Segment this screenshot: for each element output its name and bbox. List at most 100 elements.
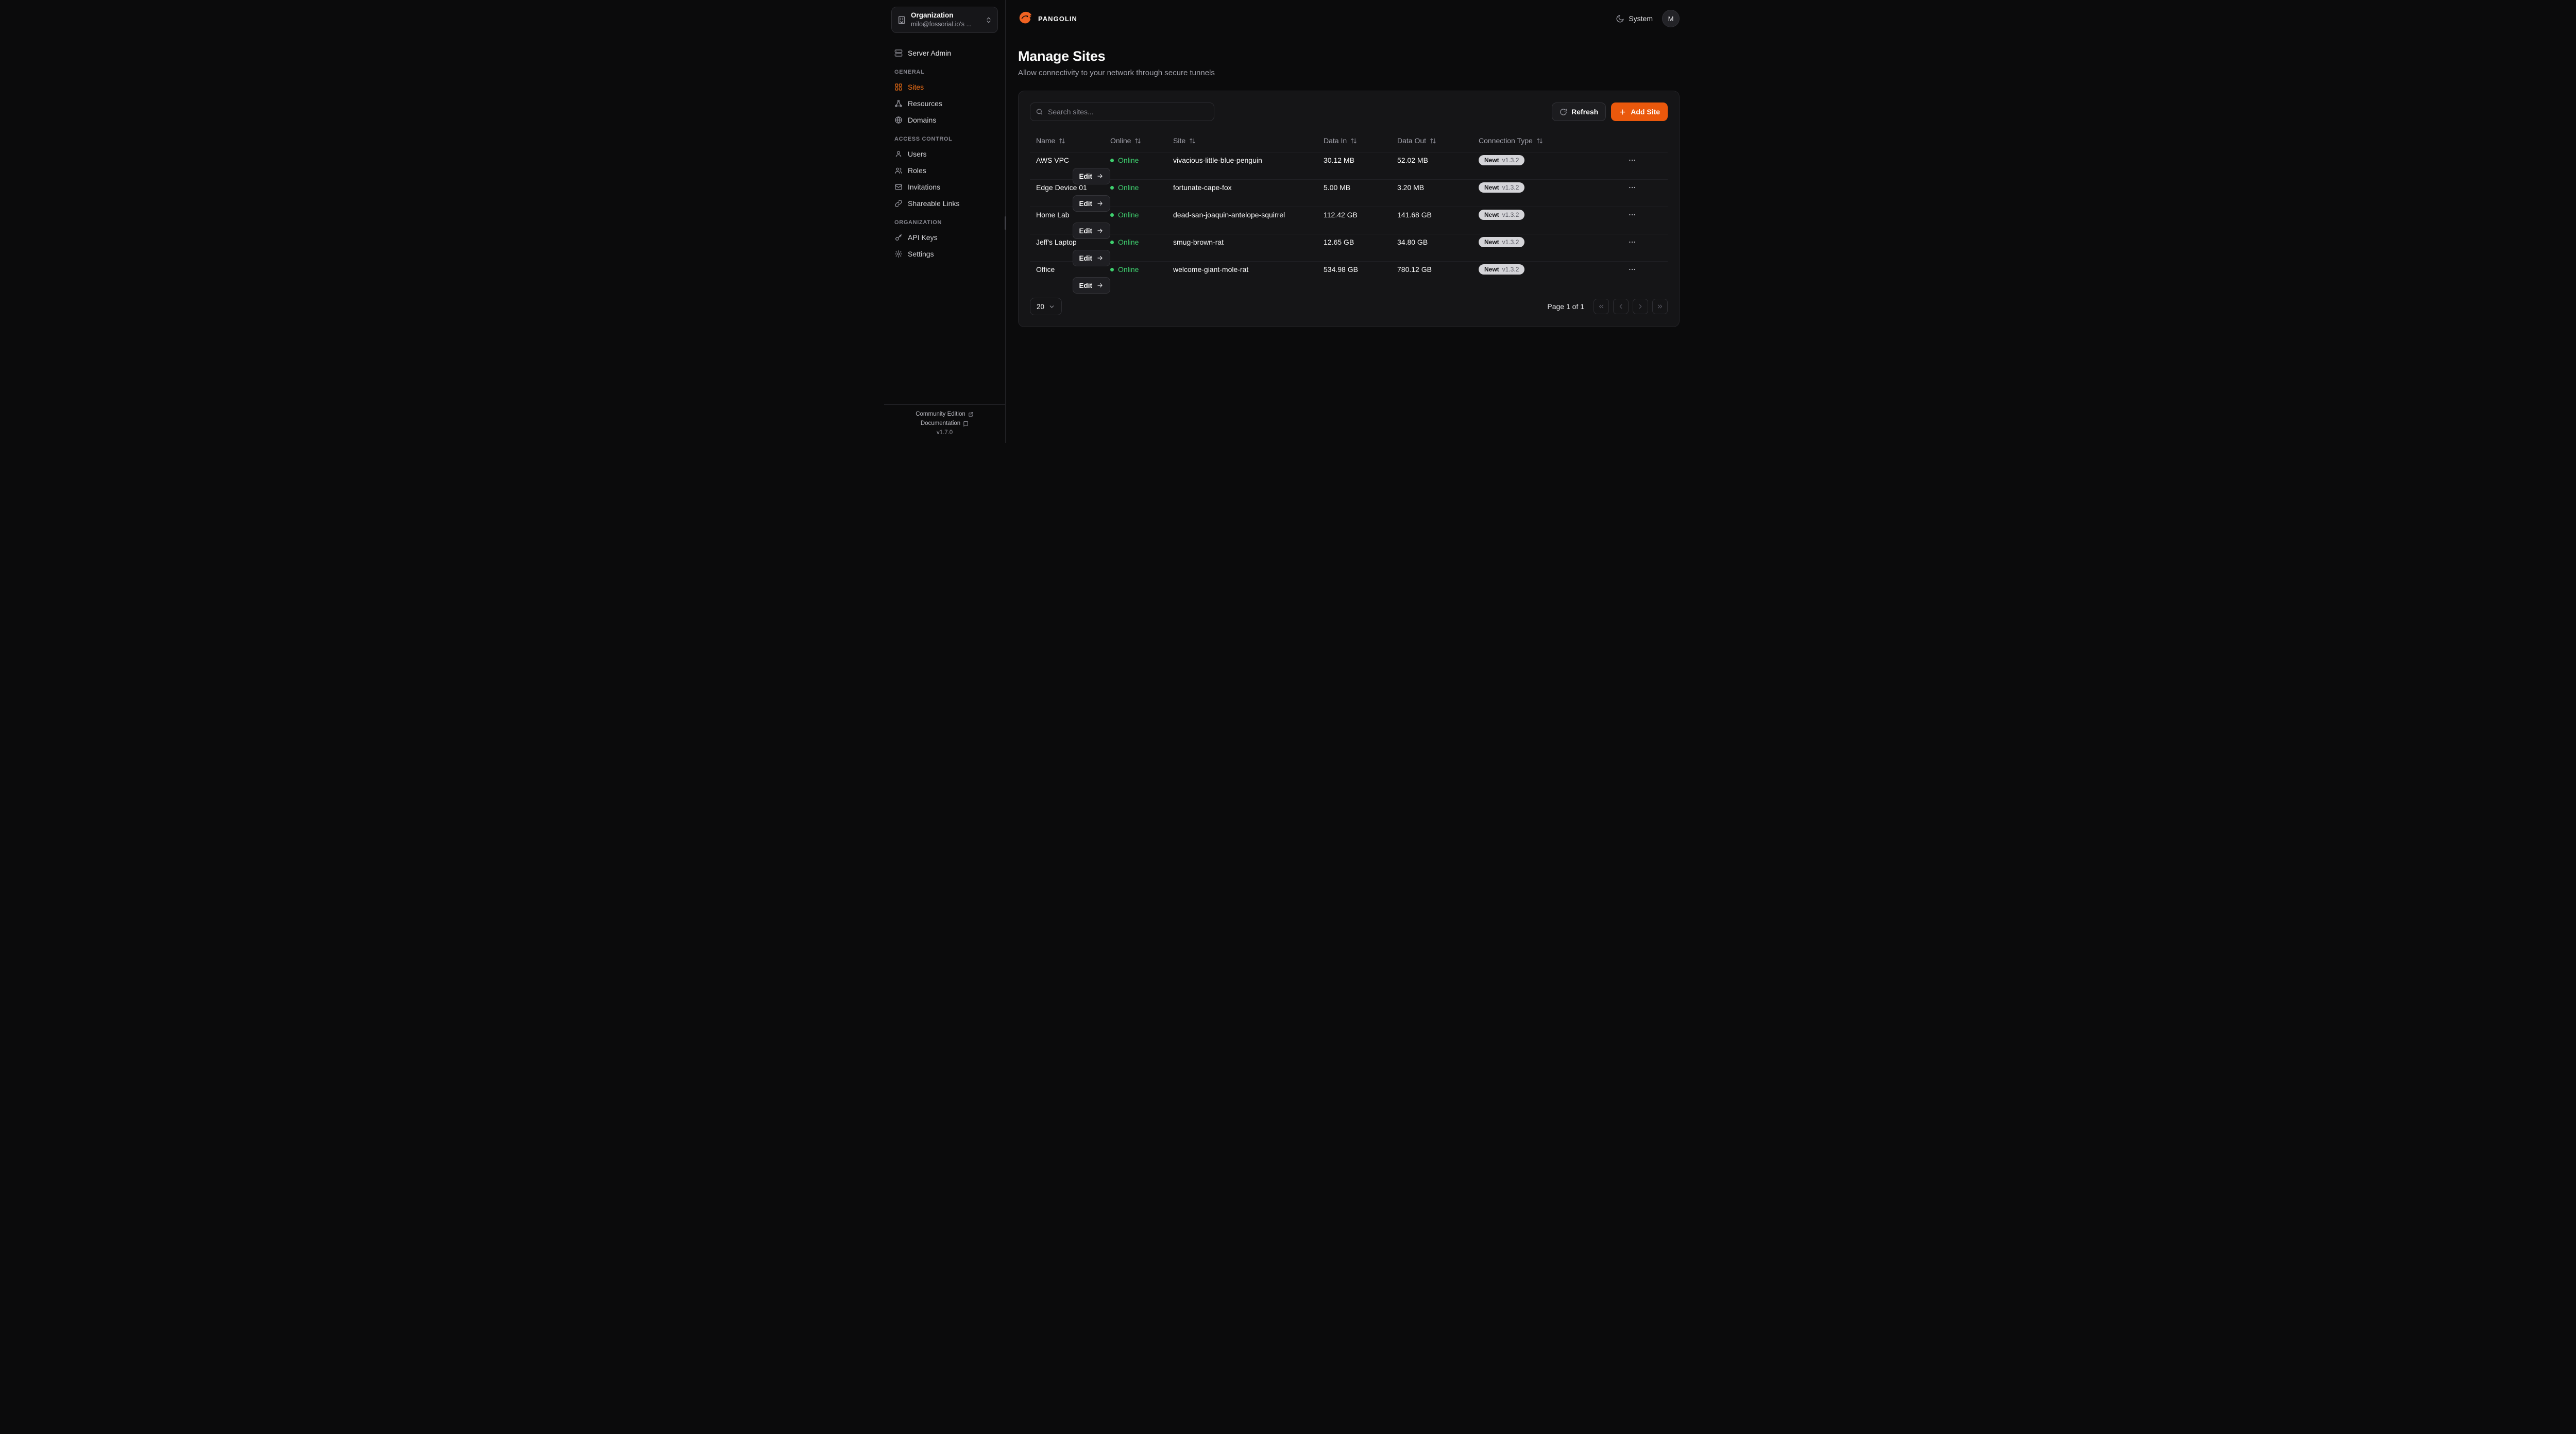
column-header-connection-type[interactable]: Connection Type xyxy=(1479,136,1543,145)
sidebar-item-api-keys[interactable]: API Keys xyxy=(891,230,998,245)
sort-icon xyxy=(1430,138,1436,144)
row-actions-button[interactable] xyxy=(1624,262,1640,277)
topbar-right: System M xyxy=(1616,10,1680,27)
sidebar-item-roles[interactable]: Roles xyxy=(891,163,998,178)
column-label: Site xyxy=(1173,136,1186,145)
connection-type-badge: Newt v1.3.2 xyxy=(1479,237,1525,247)
data-out-value: 52.02 MB xyxy=(1397,156,1428,164)
page-size-select[interactable]: 20 xyxy=(1030,298,1062,315)
sidebar-item-settings[interactable]: Settings xyxy=(891,246,998,262)
theme-toggle[interactable]: System xyxy=(1616,14,1653,23)
table-row: Jeff's Laptop Online smug-brown-rat 12.6… xyxy=(1030,234,1668,266)
sidebar-item-resources[interactable]: Resources xyxy=(891,96,998,111)
site-slug: fortunate-cape-fox xyxy=(1173,183,1232,192)
page-head: Manage Sites Allow connectivity to your … xyxy=(1018,48,1680,77)
community-edition-label: Community Edition xyxy=(916,411,965,417)
section-label-organization: ORGANIZATION xyxy=(894,219,942,226)
next-page-button[interactable] xyxy=(1633,299,1648,314)
connection-type-cell: Newt v1.3.2 xyxy=(1479,210,1602,220)
sidebar-item-label: Users xyxy=(908,150,927,159)
site-name: Edge Device 01 xyxy=(1036,183,1087,192)
row-actions-button[interactable] xyxy=(1624,207,1640,223)
org-title: Organization xyxy=(911,11,954,19)
add-site-button[interactable]: Add Site xyxy=(1611,103,1668,121)
section-label-general: GENERAL xyxy=(894,69,925,76)
edit-label: Edit xyxy=(1079,281,1093,289)
row-actions-button[interactable] xyxy=(1624,152,1640,168)
search-wrap xyxy=(1030,103,1214,121)
online-label: Online xyxy=(1118,183,1139,192)
avatar[interactable]: M xyxy=(1662,10,1680,27)
edit-label: Edit xyxy=(1079,199,1093,208)
documentation-link[interactable]: Documentation xyxy=(921,420,969,426)
column-label: Online xyxy=(1110,136,1131,145)
arrow-right-icon xyxy=(1096,173,1104,180)
data-in-value: 5.00 MB xyxy=(1324,183,1351,192)
building-icon xyxy=(897,15,906,25)
sidebar-item-sites[interactable]: Sites xyxy=(891,79,998,95)
sidebar-item-label: Shareable Links xyxy=(908,199,960,208)
page-title: Manage Sites xyxy=(1018,48,1106,64)
connection-type-cell: Newt v1.3.2 xyxy=(1479,264,1602,275)
site-name: Office xyxy=(1036,265,1055,274)
add-site-label: Add Site xyxy=(1631,108,1660,116)
edit-button[interactable]: Edit xyxy=(1072,168,1110,184)
data-in-value: 30.12 MB xyxy=(1324,156,1354,164)
sidebar-item-label: Resources xyxy=(908,99,942,108)
sidebar-item-server-admin[interactable]: Server Admin xyxy=(891,45,998,61)
sidebar-item-users[interactable]: Users xyxy=(891,146,998,162)
sidebar-item-invitations[interactable]: Invitations xyxy=(891,179,998,195)
online-label: Online xyxy=(1118,265,1139,274)
first-page-button[interactable] xyxy=(1594,299,1609,314)
column-label: Data In xyxy=(1324,136,1347,145)
arrow-right-icon xyxy=(1096,282,1104,289)
edit-button[interactable]: Edit xyxy=(1072,195,1110,212)
row-actions-button[interactable] xyxy=(1624,180,1640,195)
topbar: PANGOLIN System M xyxy=(1018,0,1680,37)
column-header-site[interactable]: Site xyxy=(1173,136,1196,145)
sort-icon xyxy=(1536,138,1543,144)
column-header-online[interactable]: Online xyxy=(1110,136,1141,145)
row-actions-button[interactable] xyxy=(1624,234,1640,250)
sidebar-item-label: Sites xyxy=(908,83,924,92)
table-row: Home Lab Online dead-san-joaquin-antelop… xyxy=(1030,207,1668,239)
site-slug: smug-brown-rat xyxy=(1173,238,1224,246)
refresh-icon xyxy=(1560,108,1567,116)
column-header-data-in[interactable]: Data In xyxy=(1324,136,1357,145)
table-row: AWS VPC Online vivacious-little-blue-pen… xyxy=(1030,152,1668,184)
edit-button[interactable]: Edit xyxy=(1072,223,1110,239)
column-header-name[interactable]: Name xyxy=(1030,136,1065,145)
search-input[interactable] xyxy=(1030,103,1214,121)
online-status: Online xyxy=(1110,183,1173,192)
sidebar-item-domains[interactable]: Domains xyxy=(891,112,998,128)
connection-type-badge: Newt v1.3.2 xyxy=(1479,182,1525,193)
chevron-down-icon xyxy=(1048,303,1055,310)
site-name: Jeff's Laptop xyxy=(1036,238,1077,246)
community-edition-link[interactable]: Community Edition xyxy=(916,411,974,417)
connection-type-cell: Newt v1.3.2 xyxy=(1479,237,1602,247)
page-indicator: Page 1 of 1 xyxy=(1547,302,1584,311)
data-in-value: 534.98 GB xyxy=(1324,265,1358,274)
online-dot xyxy=(1110,240,1114,244)
online-dot xyxy=(1110,185,1114,190)
table-row: Edge Device 01 Online fortunate-cape-fox… xyxy=(1030,179,1668,212)
connection-name: Newt xyxy=(1484,184,1499,191)
arrow-right-icon xyxy=(1096,227,1104,234)
pagination xyxy=(1594,299,1668,314)
online-status: Online xyxy=(1110,211,1173,219)
globe-icon xyxy=(894,116,903,124)
sites-card: Refresh Add Site Name Online xyxy=(1018,91,1680,327)
sidebar-resize-handle[interactable] xyxy=(1005,216,1006,230)
user-icon xyxy=(894,150,903,158)
last-page-button[interactable] xyxy=(1652,299,1668,314)
previous-page-button[interactable] xyxy=(1613,299,1629,314)
mail-icon xyxy=(894,183,903,191)
org-picker[interactable]: Organization milo@fossorial.io's ... xyxy=(891,7,998,33)
app-version: v1.7.0 xyxy=(936,430,953,436)
refresh-button[interactable]: Refresh xyxy=(1552,103,1606,121)
edit-button[interactable]: Edit xyxy=(1072,277,1110,294)
server-icon xyxy=(894,49,903,57)
sidebar-item-shareable-links[interactable]: Shareable Links xyxy=(891,196,998,211)
column-header-data-out[interactable]: Data Out xyxy=(1397,136,1436,145)
edit-button[interactable]: Edit xyxy=(1072,250,1110,266)
